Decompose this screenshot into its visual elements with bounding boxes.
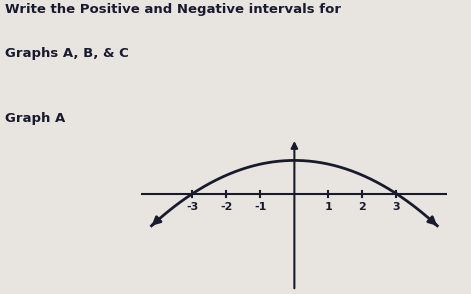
Text: 2: 2 <box>358 202 366 212</box>
Text: Graph A: Graph A <box>5 112 65 125</box>
Text: 1: 1 <box>325 202 332 212</box>
Text: -2: -2 <box>220 202 233 212</box>
Text: -1: -1 <box>254 202 267 212</box>
Text: 3: 3 <box>393 202 400 212</box>
Text: Write the Positive and Negative intervals for: Write the Positive and Negative interval… <box>5 3 341 16</box>
Text: -3: -3 <box>186 202 198 212</box>
Text: Graphs A, B, & C: Graphs A, B, & C <box>5 47 129 60</box>
